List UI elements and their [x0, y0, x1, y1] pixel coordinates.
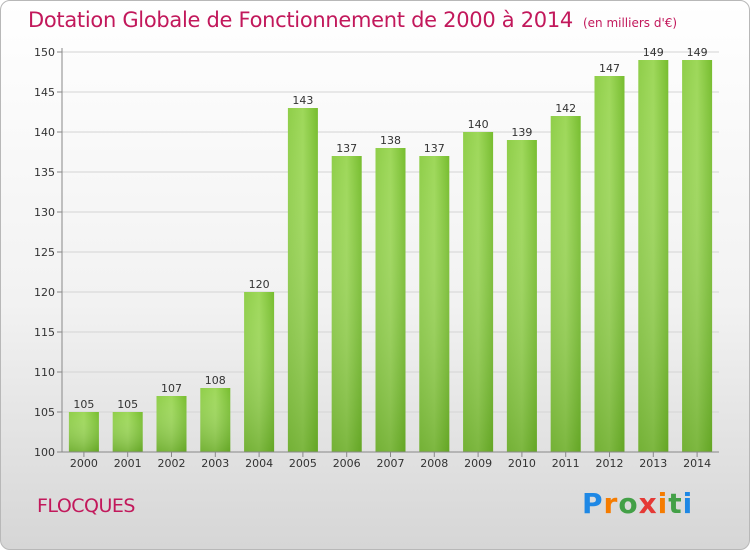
value-label: 143 — [292, 94, 313, 107]
y-tick-label: 105 — [34, 406, 55, 419]
bar-2003: 108 — [200, 374, 231, 452]
value-label: 140 — [468, 118, 489, 131]
proxiti-logo: Proxiti — [582, 487, 694, 520]
y-tick-label: 110 — [34, 366, 55, 379]
bar-2013: 149 — [638, 46, 669, 452]
value-label: 139 — [511, 126, 532, 139]
bar-shade — [375, 148, 406, 452]
bars-group: 105 105 107 108 120 143 137 138 137 140 139 142 147 1… — [68, 46, 713, 452]
bar-2001: 105 — [112, 398, 143, 452]
bar-2014: 149 — [682, 46, 713, 452]
x-tick-label: 2005 — [289, 457, 317, 470]
bar-2011: 142 — [550, 102, 581, 452]
value-label: 137 — [424, 142, 445, 155]
value-label: 120 — [249, 278, 270, 291]
bar-shade — [506, 140, 537, 452]
value-label: 138 — [380, 134, 401, 147]
bar-2008: 137 — [419, 142, 450, 452]
value-label: 137 — [336, 142, 357, 155]
bar-shade — [244, 292, 275, 452]
value-label: 142 — [555, 102, 576, 115]
y-tick-label: 135 — [34, 166, 55, 179]
value-label: 108 — [205, 374, 226, 387]
bar-2000: 105 — [68, 398, 99, 452]
bar-2007: 138 — [375, 134, 406, 452]
x-tick-label: 2004 — [245, 457, 273, 470]
x-tick-label: 2010 — [508, 457, 536, 470]
x-tick-label: 2002 — [158, 457, 186, 470]
x-tick-label: 2006 — [333, 457, 361, 470]
bar-shade — [682, 60, 713, 452]
bar-shade — [550, 116, 581, 452]
bar-shade — [156, 396, 187, 452]
bar-2004: 120 — [244, 278, 275, 452]
bar-2006: 137 — [331, 142, 362, 452]
bar-shade — [463, 132, 494, 452]
x-tick-label: 2008 — [420, 457, 448, 470]
bar-shade — [331, 156, 362, 452]
bar-shade — [594, 76, 625, 452]
bar-shade — [638, 60, 669, 452]
bar-shade — [419, 156, 450, 452]
bar-2002: 107 — [156, 382, 187, 452]
value-label: 107 — [161, 382, 182, 395]
value-label: 105 — [73, 398, 94, 411]
x-tick-label: 2007 — [377, 457, 405, 470]
bar-2010: 139 — [506, 126, 537, 452]
chart-subtitle: (en milliers d'€) — [582, 16, 678, 30]
axes-group: 100 105 110 115 120 125 130 135 140 145 150 2000 200… — [34, 46, 719, 470]
x-tick-label: 2013 — [639, 457, 667, 470]
value-label: 147 — [599, 62, 620, 75]
chart-title: Dotation Globale de Fonctionnement de 20… — [28, 8, 677, 32]
bar-shade — [287, 108, 318, 452]
y-tick-label: 125 — [34, 246, 55, 259]
x-tick-label: 2000 — [70, 457, 98, 470]
value-label: 105 — [117, 398, 138, 411]
bar-shade — [68, 412, 99, 452]
x-tick-label: 2009 — [464, 457, 492, 470]
x-tick-label: 2012 — [596, 457, 624, 470]
y-tick-label: 140 — [34, 126, 55, 139]
y-tick-label: 145 — [34, 86, 55, 99]
y-tick-label: 150 — [34, 46, 55, 59]
x-tick-label: 2011 — [552, 457, 580, 470]
x-tick-label: 2001 — [114, 457, 142, 470]
bar-2005: 143 — [287, 94, 318, 452]
commune-name: FLOCQUES — [37, 495, 136, 517]
bar-2012: 147 — [594, 62, 625, 452]
bar-shade — [112, 412, 143, 452]
title-text: Dotation Globale de Fonctionnement de 20… — [28, 8, 573, 32]
value-label: 149 — [687, 46, 708, 59]
bar-shade — [200, 388, 231, 452]
y-tick-label: 115 — [34, 326, 55, 339]
value-label: 149 — [643, 46, 664, 59]
bar-2009: 140 — [463, 118, 494, 452]
x-tick-label: 2003 — [201, 457, 229, 470]
y-tick-label: 120 — [34, 286, 55, 299]
y-tick-label: 100 — [34, 446, 55, 459]
y-tick-label: 130 — [34, 206, 55, 219]
x-tick-label: 2014 — [683, 457, 711, 470]
